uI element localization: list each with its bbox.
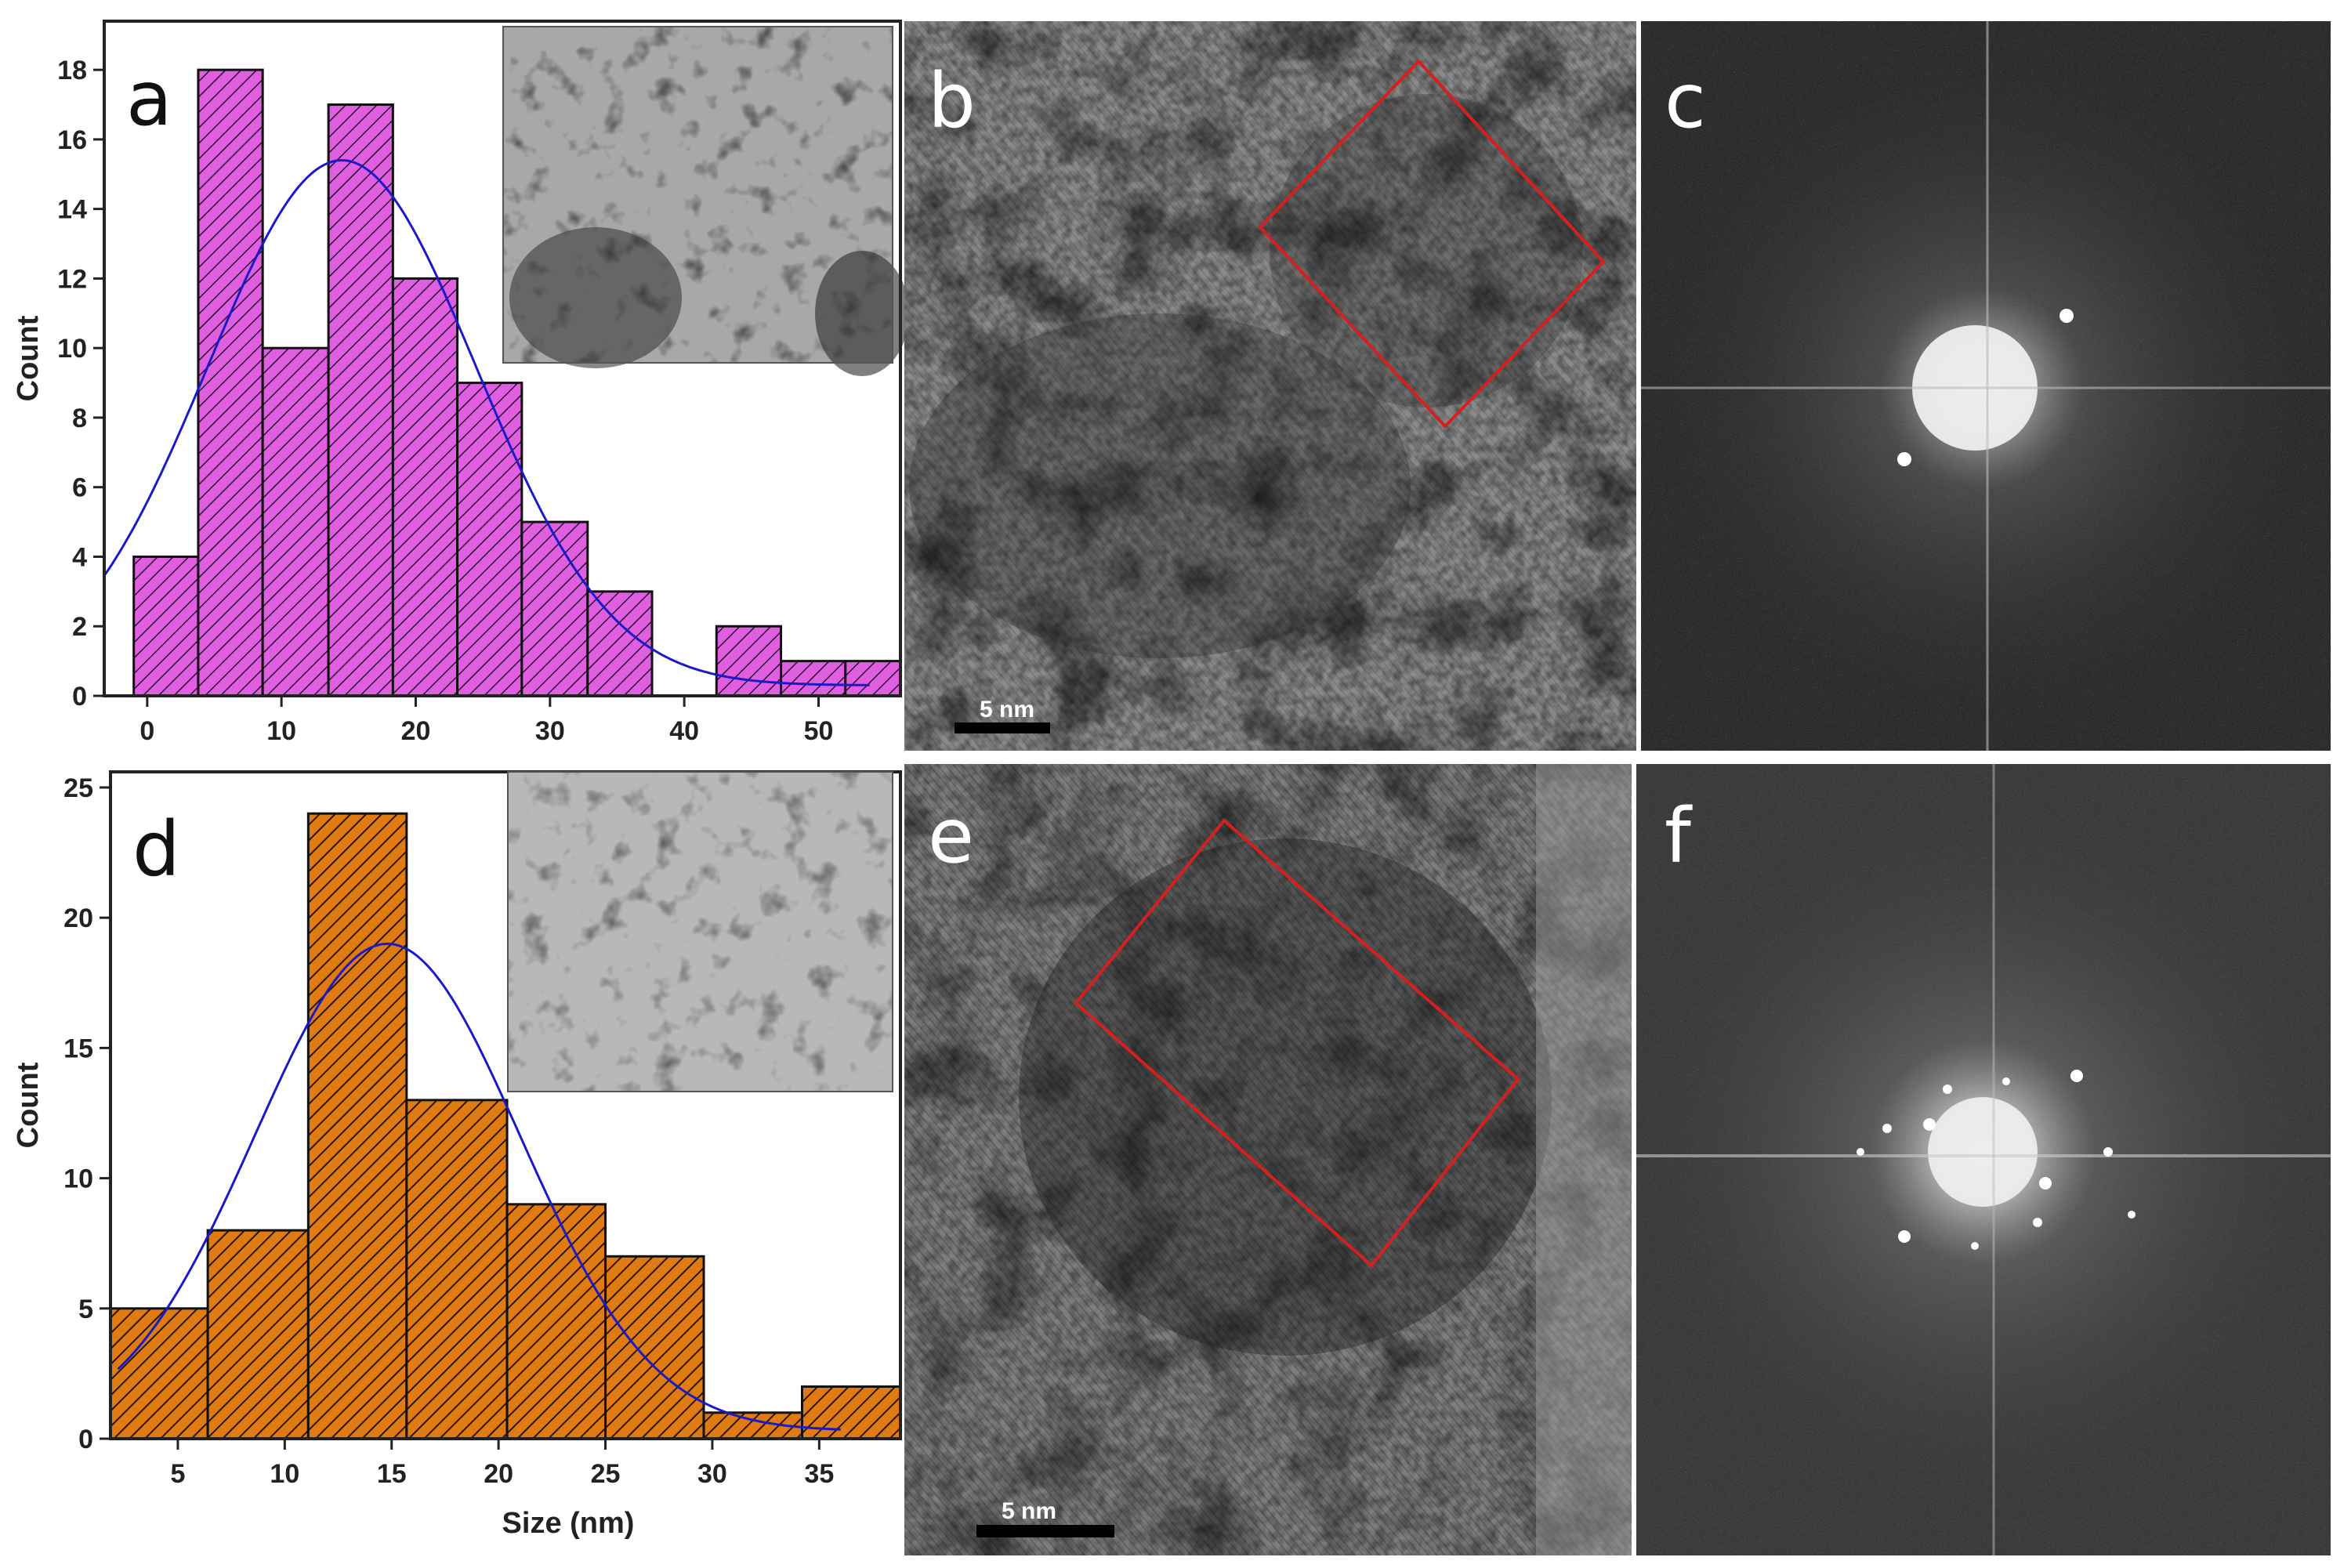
scale-bar-e [976, 1525, 1114, 1537]
y-tick-label: 6 [72, 473, 87, 503]
histogram-bar [520, 520, 589, 696]
histogram-bar [197, 68, 264, 696]
x-tick-label: 30 [535, 716, 565, 746]
x-tick-label: 50 [804, 716, 834, 746]
histogram-bar [505, 1203, 607, 1439]
hrtem-image-b: 5 nm b [904, 21, 1636, 751]
y-tick-label: 16 [57, 125, 87, 155]
y-axis-label: Count [12, 1062, 45, 1148]
scale-bar-b [955, 722, 1050, 733]
histogram-bar [715, 625, 783, 696]
x-tick-label: 0 [139, 716, 154, 746]
x-tick-label: 5 [170, 1459, 185, 1489]
panel-label-b: b [928, 57, 976, 145]
histogram-bar [206, 1229, 310, 1439]
x-tick-label: 10 [266, 716, 296, 746]
fft-image-f: f [1636, 764, 2331, 1555]
x-tick-label: 20 [484, 1459, 513, 1489]
histogram-bar [391, 277, 459, 696]
x-tick-label: 25 [591, 1459, 621, 1489]
plot-frame [103, 20, 902, 697]
y-tick-label: 10 [57, 334, 87, 364]
histogram-bar [327, 103, 394, 696]
panel-label-c: c [1665, 57, 1706, 145]
fft-image-c: c [1641, 21, 2331, 751]
y-tick-label: 2 [72, 612, 87, 642]
x-tick-label: 35 [804, 1459, 834, 1489]
x-tick-label: 15 [377, 1459, 407, 1489]
plot-area [110, 812, 900, 1439]
panel-label-f: f [1665, 792, 1693, 880]
y-tick-label: 20 [63, 904, 93, 933]
roi-rectangle-b [1258, 59, 1606, 429]
histogram-a: 0 10 20 30 40 50 0 2 4 6 8 10 12 14 16 18 Count a [12, 20, 902, 746]
inset-tem-image-d [507, 771, 893, 1092]
y-tick-label: 18 [57, 56, 87, 85]
y-tick-label: 15 [63, 1034, 93, 1063]
roi-rectangle-e [1074, 818, 1520, 1268]
histogram-bar [132, 555, 200, 696]
y-tick-label: 0 [78, 1425, 93, 1454]
scale-bar-label-b: 5 nm [980, 697, 1034, 722]
x-tick-label: 30 [697, 1459, 727, 1489]
histogram-bar [586, 590, 654, 696]
histogram-bar [306, 812, 408, 1439]
histogram-bar [405, 1099, 509, 1439]
plot-area [104, 68, 900, 696]
histogram-bar [110, 1307, 209, 1439]
histogram-bar [801, 1385, 900, 1439]
histogram-bar [456, 382, 523, 696]
y-tick-label: 0 [72, 682, 87, 712]
y-tick-label: 8 [72, 404, 87, 433]
y-tick-label: 14 [57, 195, 87, 225]
y-tick-label: 25 [63, 773, 93, 803]
x-axis-label: Size (nm) [502, 1507, 635, 1540]
histogram-bar [261, 346, 330, 696]
y-tick-label: 4 [72, 542, 87, 572]
histogram-bar [780, 660, 847, 696]
inset-tem-image-a [502, 26, 909, 376]
y-axis-label: Count [12, 315, 45, 401]
gaussian-fit-curve [117, 942, 841, 1431]
panel-label-a: a [126, 55, 172, 143]
y-tick-label: 12 [57, 264, 87, 294]
scale-bar-label-e: 5 nm [1002, 1498, 1056, 1524]
panel-label-e: e [928, 792, 974, 880]
panel-label-d: d [132, 806, 180, 893]
x-tick-label: 20 [401, 716, 431, 746]
hrtem-image-e: 5 nm e [904, 764, 1632, 1555]
x-tick-label: 40 [669, 716, 699, 746]
gaussian-fit-curve [104, 159, 870, 686]
y-tick-label: 5 [78, 1295, 93, 1324]
y-tick-label: 10 [63, 1164, 93, 1194]
histogram-bar [604, 1255, 705, 1439]
x-tick-label: 10 [270, 1459, 299, 1489]
histogram-d: 5 10 15 20 25 30 35 0 5 10 15 20 25 Count Size (nm) d [12, 770, 902, 1540]
plot-frame [109, 770, 902, 1440]
